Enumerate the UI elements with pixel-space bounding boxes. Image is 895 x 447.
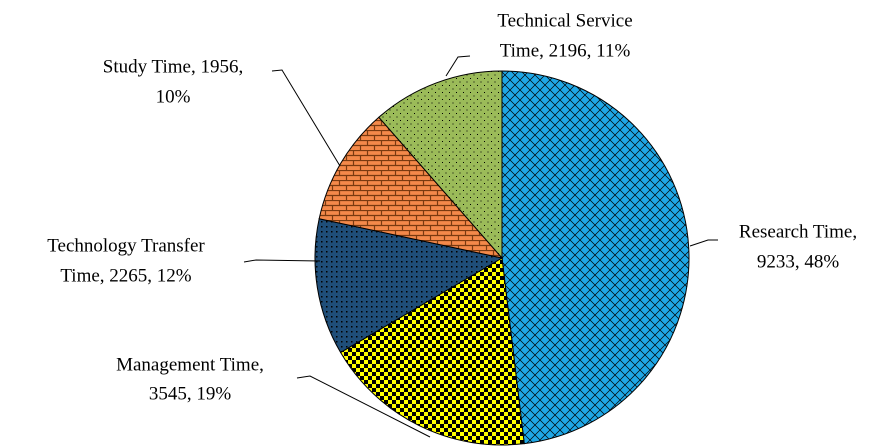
leader-line (243, 259, 321, 263)
data-label: 10% (156, 86, 191, 107)
data-label: Study Time, 1956, (103, 56, 243, 77)
pie-slice (378, 70, 503, 260)
leader-line (271, 69, 341, 167)
data-label: Management Time, (116, 354, 264, 375)
leader-line (445, 55, 471, 77)
pie-slice (501, 70, 690, 445)
pie-slice (318, 116, 504, 259)
pie-slice (339, 257, 525, 446)
leader-line (296, 375, 431, 438)
leader-line (689, 239, 718, 247)
pie-slice (314, 218, 504, 354)
data-label: 9233, 48% (757, 251, 840, 272)
data-label: Technical Service (497, 10, 632, 31)
data-label: Technology Transfer (47, 235, 205, 256)
data-label: Time, 2196, 11% (500, 40, 631, 61)
data-label: Time, 2265, 12% (60, 265, 191, 286)
data-label: 3545, 19% (149, 383, 232, 404)
data-label: Research Time, (739, 221, 857, 242)
